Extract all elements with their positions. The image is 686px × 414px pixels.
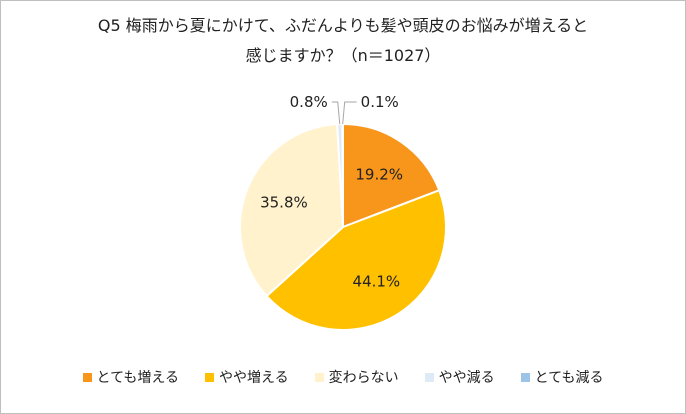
pie-slice-kawaranai: [239, 123, 345, 298]
chart-title-line-2: 感じますか？（n＝1027）: [245, 46, 441, 65]
chart-title-line-1: Q5 梅雨から夏にかけて、ふだんよりも髪や頭皮のお悩みが増えると: [97, 16, 589, 35]
pie-slice-yaya-fueru: [265, 188, 447, 331]
legend-swatch-totemo-heru: [520, 372, 530, 382]
legend-swatch-yaya-heru: [424, 372, 434, 382]
legend-item-yaya-fueru: やや増える: [204, 367, 289, 387]
chart-title: Q5 梅雨から夏にかけて、ふだんよりも髪や頭皮のお悩みが増えると 感じますか？（…: [1, 11, 685, 71]
legend-label-totemo-fueru: とても増える: [96, 370, 179, 386]
legend-item-yaya-heru: やや減る: [424, 367, 495, 387]
legend-swatch-totemo-fueru: [82, 372, 92, 382]
data-label-yaya-fueru: 44.1%: [353, 272, 401, 290]
legend-item-totemo-fueru: とても増える: [82, 367, 179, 387]
chart-legend: とても増える やや増える 変わらない やや減る とても減る: [1, 367, 685, 387]
legend-label-kawaranai: 変わらない: [328, 370, 399, 386]
legend-swatch-kawaranai: [314, 372, 324, 382]
legend-item-totemo-heru: とても減る: [520, 367, 604, 387]
legend-swatch-yaya-fueru: [204, 372, 214, 382]
leader-line-totemo-heru: [342, 101, 357, 125]
data-label-kawaranai: 35.8%: [260, 194, 308, 212]
pie-slice-totemo-heru: [341, 122, 344, 228]
leader-line-yaya-heru: [331, 101, 341, 125]
legend-item-kawaranai: 変わらない: [314, 367, 399, 387]
pie-slice-totemo-fueru: [342, 122, 441, 229]
legend-label-totemo-heru: とても減る: [534, 370, 604, 386]
data-label-totemo-fueru: 19.2%: [355, 165, 403, 183]
data-label-yaya-heru: 0.8%: [290, 93, 328, 111]
legend-label-yaya-heru: やや減る: [438, 370, 495, 386]
data-label-totemo-heru: 0.1%: [361, 93, 399, 111]
legend-label-yaya-fueru: やや増える: [218, 370, 289, 386]
